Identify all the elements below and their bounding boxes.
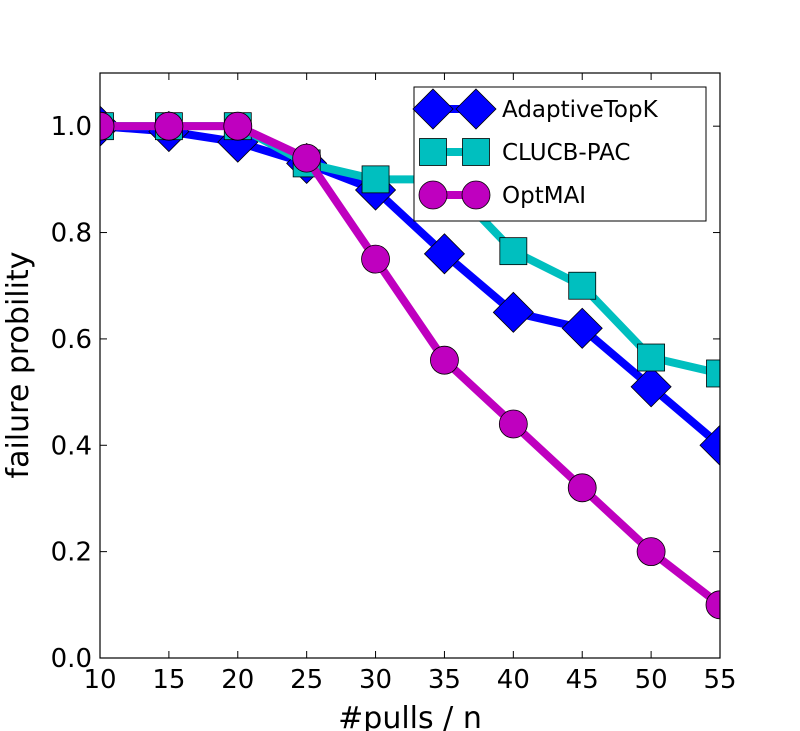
y-tick-label: 0.0 (51, 644, 92, 674)
x-tick-label: 30 (359, 665, 392, 695)
data-point (423, 233, 466, 275)
series-OptMAI (100, 111, 720, 620)
x-tick-label: 10 (83, 665, 116, 695)
y-tick-label: 0.2 (51, 538, 92, 568)
legend-label: OptMAI (502, 183, 586, 209)
data-point (430, 345, 459, 375)
data-point (492, 291, 534, 333)
x-tick-label: 40 (497, 665, 530, 695)
data-point (567, 473, 597, 503)
series-line (100, 122, 720, 608)
series-line (100, 122, 720, 449)
data-point (223, 111, 253, 141)
x-tick-label: 15 (152, 665, 185, 695)
data-point (498, 409, 528, 439)
legend-item: AdaptiveTopK (412, 88, 659, 130)
plot-frame (99, 72, 721, 659)
legend-marker (412, 88, 454, 130)
legend-marker (419, 138, 447, 166)
y-axis-label: failure probility (1, 252, 36, 479)
y-tick-label: 1.0 (51, 112, 92, 142)
legend-marker (418, 180, 448, 210)
legend-label: AdaptiveTopK (502, 97, 659, 123)
y-tick-label: 0.4 (51, 431, 92, 461)
x-tick-label: 45 (566, 665, 599, 695)
data-point (361, 165, 390, 194)
data-point (636, 537, 666, 567)
series-layer (100, 105, 720, 620)
data-point (292, 143, 322, 173)
data-point (637, 343, 666, 372)
data-point (630, 366, 672, 408)
x-tick-label: 35 (428, 665, 461, 695)
tick-labels: 10 15 20 25 30 35 40 45 50 55 0.0 0.2 0.4 0.6 0.8 1.0 (51, 112, 737, 695)
data-point (699, 424, 720, 466)
data-point (154, 111, 184, 141)
x-tick-label: 20 (221, 665, 254, 695)
y-tick-label: 0.6 (51, 325, 92, 355)
data-point (361, 244, 390, 274)
legend-marker (461, 180, 491, 210)
legend: AdaptiveTopK CLUCB-PAC OptMAI (412, 86, 707, 222)
legend-items: AdaptiveTopK CLUCB-PAC OptMAI (412, 88, 659, 210)
legend-marker (462, 138, 490, 166)
legend-marker (455, 88, 497, 130)
data-point (499, 237, 528, 266)
x-tick-label: 25 (290, 665, 323, 695)
legend-item: CLUCB-PAC (419, 138, 631, 166)
legend-label: CLUCB-PAC (502, 140, 631, 166)
data-point (568, 271, 597, 300)
y-tick-label: 0.8 (51, 219, 92, 249)
data-point (705, 590, 720, 620)
x-axis-label: #pulls / n (338, 701, 482, 731)
data-point (561, 307, 603, 349)
legend-item: OptMAI (418, 180, 586, 210)
x-tick-label: 50 (635, 665, 668, 695)
x-tick-label: 55 (703, 665, 736, 695)
data-point (100, 111, 115, 141)
data-point (706, 359, 720, 388)
